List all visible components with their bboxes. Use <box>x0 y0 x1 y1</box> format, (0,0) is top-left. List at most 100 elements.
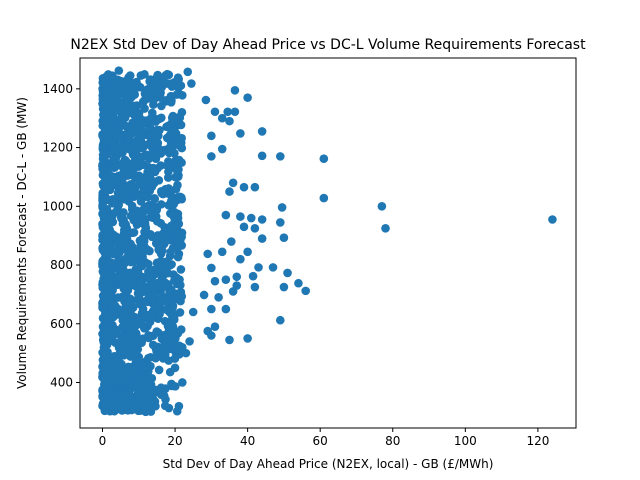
scatter-point <box>173 139 183 149</box>
scatter-point <box>129 181 138 191</box>
scatter-point <box>134 160 144 169</box>
scatter-point <box>214 293 223 302</box>
scatter-point <box>144 140 153 149</box>
scatter-point <box>161 338 171 347</box>
scatter-point <box>98 257 107 266</box>
scatter-point <box>167 96 176 105</box>
scatter-point <box>221 210 231 220</box>
scatter-point <box>139 401 149 411</box>
scatter-point <box>107 307 117 316</box>
scatter-point <box>160 278 170 287</box>
scatter-point <box>139 173 149 183</box>
scatter-point <box>141 94 150 104</box>
scatter-point <box>217 113 227 123</box>
x-tick-label: 60 <box>313 434 328 448</box>
scatter-point <box>225 116 234 126</box>
scatter-point <box>140 309 149 319</box>
x-tick-label: 20 <box>167 434 182 448</box>
scatter-point <box>152 125 162 135</box>
scatter-point <box>139 322 148 331</box>
scatter-point <box>117 101 127 110</box>
scatter-point <box>176 325 186 334</box>
scatter-point <box>283 268 292 278</box>
scatter-point <box>163 79 173 88</box>
scatter-point <box>160 230 170 240</box>
scatter-point <box>141 225 150 235</box>
scatter-point <box>135 236 145 245</box>
scatter-point <box>257 215 267 224</box>
x-tick-label: 120 <box>526 434 549 448</box>
scatter-point <box>207 263 216 273</box>
scatter-point <box>173 180 182 190</box>
scatter-point <box>100 290 109 299</box>
scatter-point <box>275 152 285 161</box>
scatter-point <box>145 273 155 282</box>
scatter-point <box>294 278 303 288</box>
scatter-point <box>124 322 133 331</box>
scatter-point <box>126 257 136 267</box>
scatter-point <box>117 364 127 374</box>
scatter-point <box>183 67 193 77</box>
scatter-point <box>174 156 183 166</box>
scatter-point <box>377 201 387 211</box>
scatter-point <box>167 285 176 295</box>
scatter-point <box>188 307 198 317</box>
scatter-point <box>221 275 231 285</box>
chart-title: N2EX Std Dev of Day Ahead Price vs DC-L … <box>70 37 586 53</box>
scatter-point <box>125 71 135 80</box>
scatter-point <box>102 386 112 396</box>
scatter-point <box>132 320 141 330</box>
scatter-point <box>157 294 166 304</box>
scatter-point <box>155 243 164 253</box>
scatter-point <box>207 331 216 340</box>
scatter-point <box>121 94 131 104</box>
scatter-point <box>130 336 139 345</box>
scatter-point <box>170 363 180 373</box>
scatter-point <box>98 201 107 211</box>
scatter-point <box>236 254 245 264</box>
scatter-point <box>156 346 165 355</box>
scatter-point <box>199 290 209 300</box>
scatter-point <box>132 349 141 359</box>
scatter-point <box>254 263 263 272</box>
scatter-point <box>115 376 125 386</box>
scatter-point <box>103 366 113 376</box>
scatter-point <box>275 218 285 227</box>
scatter-point <box>122 376 131 386</box>
scatter-point <box>173 252 183 262</box>
scatter-point <box>111 153 121 163</box>
scatter-point <box>117 175 127 184</box>
scatter-point <box>127 384 136 393</box>
scatter-point <box>134 293 144 302</box>
scatter-point <box>155 309 164 319</box>
scatter-point <box>268 263 278 272</box>
scatter-point <box>143 259 153 269</box>
x-axis-label: Std Dev of Day Ahead Price (N2EX, local)… <box>163 457 494 471</box>
scatter-point <box>210 276 220 286</box>
scatter-point <box>148 176 158 186</box>
scatter-point <box>103 249 113 258</box>
scatter-point <box>228 178 238 188</box>
scatter-point <box>137 338 146 347</box>
scatter-point <box>159 391 169 401</box>
scatter-point <box>177 292 187 301</box>
scatter-point <box>106 258 116 267</box>
scatter-point <box>149 88 159 98</box>
scatter-point <box>381 224 390 233</box>
scatter-point <box>130 84 140 94</box>
scatter-point <box>130 363 140 372</box>
x-tick-label: 100 <box>454 434 477 448</box>
scatter-point <box>98 131 107 141</box>
scatter-point <box>146 206 156 216</box>
scatter-point <box>133 268 143 278</box>
scatter-point <box>99 78 108 88</box>
scatter-point <box>133 190 142 200</box>
scatter-point <box>99 401 108 411</box>
y-tick-label: 400 <box>50 375 73 389</box>
scatter-point <box>217 247 227 257</box>
scatter-point <box>176 120 186 130</box>
scatter-point <box>217 144 227 154</box>
scatter-point <box>157 101 166 111</box>
scatter-point <box>109 99 119 109</box>
scatter-point <box>228 287 238 296</box>
